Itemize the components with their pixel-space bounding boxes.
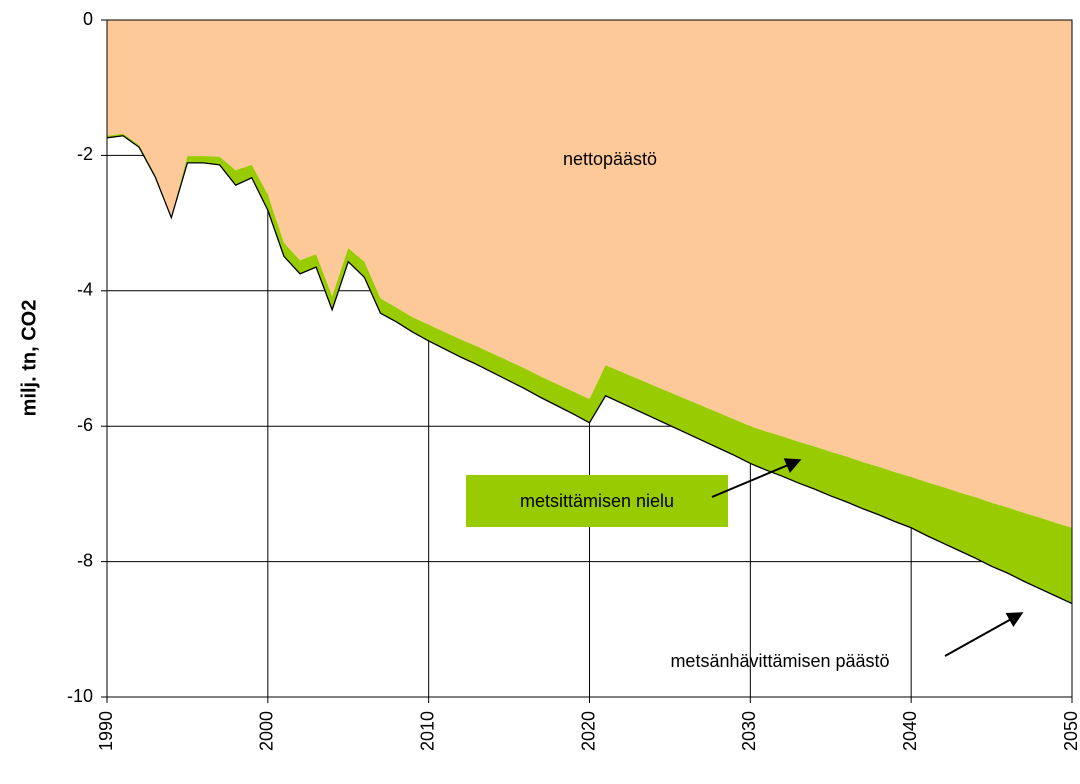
label-box — [466, 475, 728, 527]
y-tick-label: -10 — [67, 686, 93, 706]
x-tick-label: 2000 — [257, 711, 277, 751]
x-tick-label: 1990 — [96, 711, 116, 751]
y-tick-label: -8 — [77, 550, 93, 570]
arrow — [944, 612, 1024, 657]
y-tick-label: 0 — [83, 9, 93, 29]
x-tick-label: 2040 — [900, 711, 920, 751]
area — [107, 20, 1072, 528]
area — [107, 133, 1072, 604]
annotation: metsänhävittämisen päästö — [670, 651, 889, 671]
arrow — [711, 458, 802, 498]
area-label: nettopäästö — [563, 149, 657, 169]
y-axis-label: milj. tn, CO2 — [18, 300, 40, 417]
x-tick-label: 2050 — [1061, 711, 1080, 751]
y-tick-label: -4 — [77, 280, 93, 300]
stack-outline — [106, 135, 1073, 605]
y-tick-label: -6 — [77, 415, 93, 435]
x-tick-label: 2020 — [578, 711, 598, 751]
x-tick-label: 2010 — [417, 711, 437, 751]
plot-border — [106, 19, 1073, 698]
area-label: metsittämisen nielu — [520, 491, 674, 511]
y-tick-label: -2 — [77, 144, 93, 164]
x-tick-label: 2030 — [739, 711, 759, 751]
